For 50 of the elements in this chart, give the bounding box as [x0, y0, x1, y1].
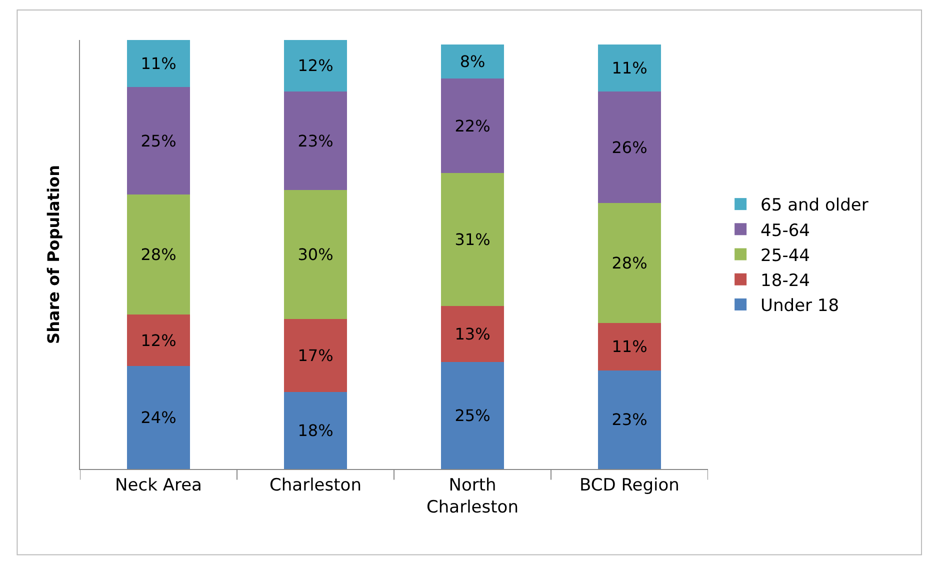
- bar: [598, 44, 661, 92]
- data-label: 24%: [140, 408, 176, 428]
- bar: [441, 44, 504, 79]
- bar: [598, 323, 661, 370]
- bar: [441, 306, 504, 362]
- bar: [127, 40, 190, 88]
- data-label: 30%: [298, 245, 334, 264]
- bar: [127, 87, 190, 194]
- bar: [284, 318, 347, 392]
- data-label: 22%: [454, 116, 490, 136]
- bar: [598, 203, 661, 324]
- bar: [284, 392, 347, 469]
- x-tick-label: BCD Region: [580, 475, 680, 496]
- data-label: 23%: [612, 410, 648, 430]
- legend-label: 18-24: [760, 270, 810, 291]
- data-label: 11%: [140, 54, 176, 74]
- bar: [127, 366, 190, 469]
- bar: [441, 362, 504, 469]
- data-label: 13%: [454, 324, 490, 344]
- bar: [127, 314, 190, 366]
- legend-label: Under 18: [760, 296, 840, 316]
- x-tick-label: Charleston: [270, 475, 362, 496]
- x-tick-label: North Charleston: [426, 475, 518, 518]
- data-label: 31%: [454, 230, 490, 249]
- legend-label: 25-44: [760, 246, 810, 266]
- bar: [441, 78, 504, 173]
- bar: [598, 91, 661, 204]
- bar: [284, 190, 347, 319]
- data-label: 28%: [612, 254, 648, 273]
- x-tick-label: Neck Area: [115, 475, 202, 496]
- bar: [127, 194, 190, 315]
- data-label: 12%: [298, 56, 334, 76]
- bar: [598, 370, 661, 469]
- data-label: 11%: [612, 337, 648, 356]
- data-label: 18%: [298, 420, 334, 440]
- data-label: 28%: [140, 245, 176, 264]
- bar: [284, 91, 347, 190]
- bar: [284, 40, 347, 92]
- data-label: 25%: [454, 406, 490, 425]
- data-label: 25%: [140, 131, 176, 150]
- y-axis-title: Share of Population: [44, 165, 63, 344]
- legend-label: 65 and older: [760, 196, 868, 216]
- data-label: 17%: [298, 346, 334, 365]
- data-label: 26%: [612, 138, 648, 157]
- data-label: 23%: [298, 131, 334, 150]
- data-label: 12%: [140, 330, 176, 350]
- data-label: 11%: [612, 58, 648, 78]
- bar: [441, 172, 504, 306]
- legend-label: 45-64: [760, 220, 810, 241]
- data-label: 8%: [460, 52, 486, 71]
